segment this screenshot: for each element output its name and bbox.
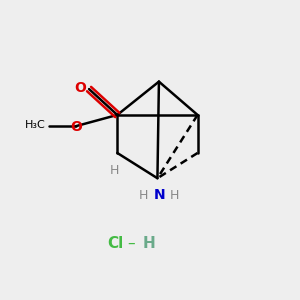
Text: O: O: [74, 81, 86, 95]
Text: H: H: [110, 164, 120, 177]
Text: O: O: [70, 120, 83, 134]
Text: H: H: [139, 189, 148, 202]
Text: Cl: Cl: [107, 236, 123, 251]
Text: H: H: [142, 236, 155, 251]
Text: N: N: [154, 188, 166, 203]
Text: –: –: [127, 236, 134, 251]
Text: H: H: [170, 189, 179, 202]
Text: H₃C: H₃C: [25, 120, 46, 130]
